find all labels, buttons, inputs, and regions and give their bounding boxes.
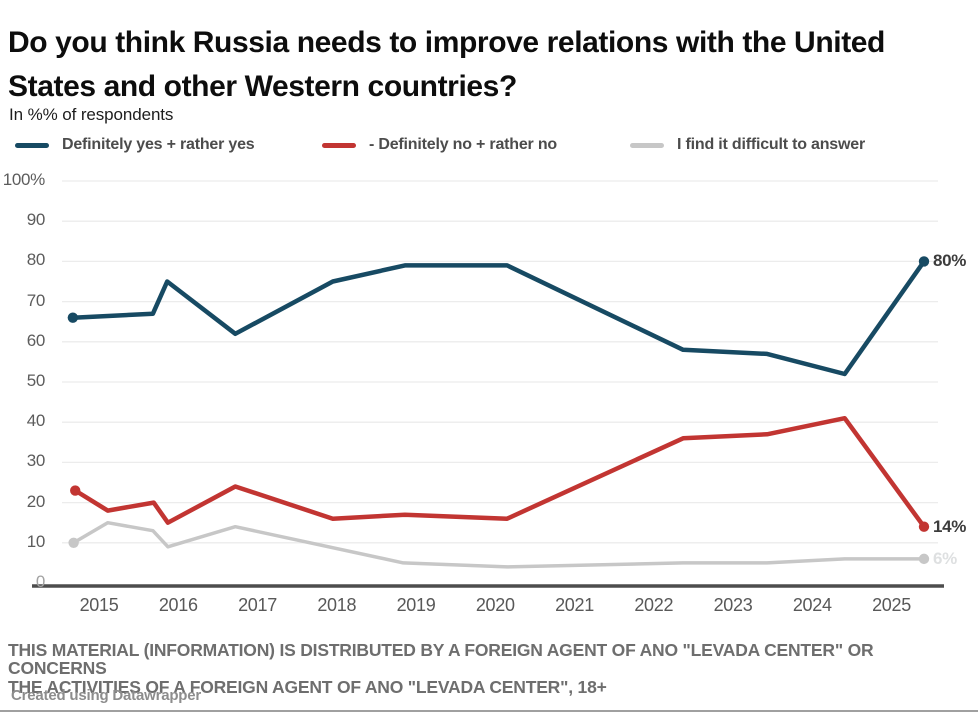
end-value-label-1: 14%: [932, 516, 967, 536]
series-0-start-dot: [67, 312, 79, 323]
y-axis-label-30: 30: [26, 451, 46, 471]
bottom-edge-divider: [0, 710, 978, 712]
y-axis-label-10: 10: [26, 531, 46, 551]
series-line-1: [72, 415, 927, 529]
series-line-0: [70, 259, 927, 377]
x-axis-label-2016: 2016: [158, 595, 198, 615]
end-value-label-0: 80%: [932, 251, 967, 271]
series-2-end-dot: [918, 553, 930, 565]
legend-item-no: - Definitely no + rather no: [322, 133, 557, 157]
x-axis-label-2017: 2017: [238, 595, 277, 615]
legend-swatch-no: [322, 142, 356, 148]
disclaimer-line-1: THIS MATERIAL (INFORMATION) IS DISTRIBUT…: [8, 640, 874, 679]
y-axis-label-100: 100%: [2, 170, 46, 189]
x-axis-label-2021: 2021: [555, 595, 594, 615]
series-1-start-dot: [70, 485, 81, 496]
end-value-label-2: 6%: [932, 548, 957, 568]
legend-label-no: - Definitely no + rather no: [369, 136, 557, 153]
chart-subtitle: In %% of respondents: [9, 105, 174, 124]
y-axis-label-40: 40: [26, 411, 46, 431]
x-axis-label-2025: 2025: [872, 595, 911, 615]
series-line-2: [71, 520, 926, 569]
y-axis-label-70: 70: [26, 290, 46, 310]
datawrapper-credit: Created using Datawrapper: [11, 687, 202, 704]
chart-title: Do you think Russia needs to improve rel…: [8, 26, 885, 103]
y-axis-label-80: 80: [26, 250, 46, 270]
legend-swatch-difficult: [630, 142, 664, 148]
y-axis-label-0: 0: [35, 572, 45, 591]
x-axis-label-2015: 2015: [79, 595, 119, 615]
legend-label-difficult: I find it difficult to answer: [677, 136, 865, 153]
y-axis-label-90: 90: [26, 210, 46, 230]
legend: Definitely yes + rather yes - Definitely…: [0, 133, 978, 157]
legend-item-yes: Definitely yes + rather yes: [15, 133, 255, 157]
legend-item-difficult: I find it difficult to answer: [630, 133, 865, 157]
series-2-start-dot: [68, 537, 79, 548]
foreign-agent-disclaimer: THIS MATERIAL (INFORMATION) IS DISTRIBUT…: [8, 641, 973, 696]
x-axis-label-2024: 2024: [792, 595, 832, 615]
x-axis-label-2018: 2018: [317, 595, 357, 615]
x-axis-label-2019: 2019: [396, 595, 436, 615]
x-axis-label-2023: 2023: [713, 595, 753, 615]
x-axis-label-2020: 2020: [475, 595, 515, 615]
disclaimer-line-2: THE ACTIVITIES OF A FOREIGN AGENT OF ANO…: [8, 676, 607, 697]
series-1-end-dot: [918, 521, 930, 532]
series-0-end-dot: [918, 256, 930, 267]
x-axis-label-2022: 2022: [634, 595, 674, 615]
legend-swatch-yes: [15, 142, 49, 148]
y-axis-label-60: 60: [26, 330, 46, 350]
legend-label-yes: Definitely yes + rather yes: [62, 136, 255, 153]
y-axis-label-20: 20: [26, 491, 46, 511]
y-axis-label-50: 50: [26, 371, 46, 390]
